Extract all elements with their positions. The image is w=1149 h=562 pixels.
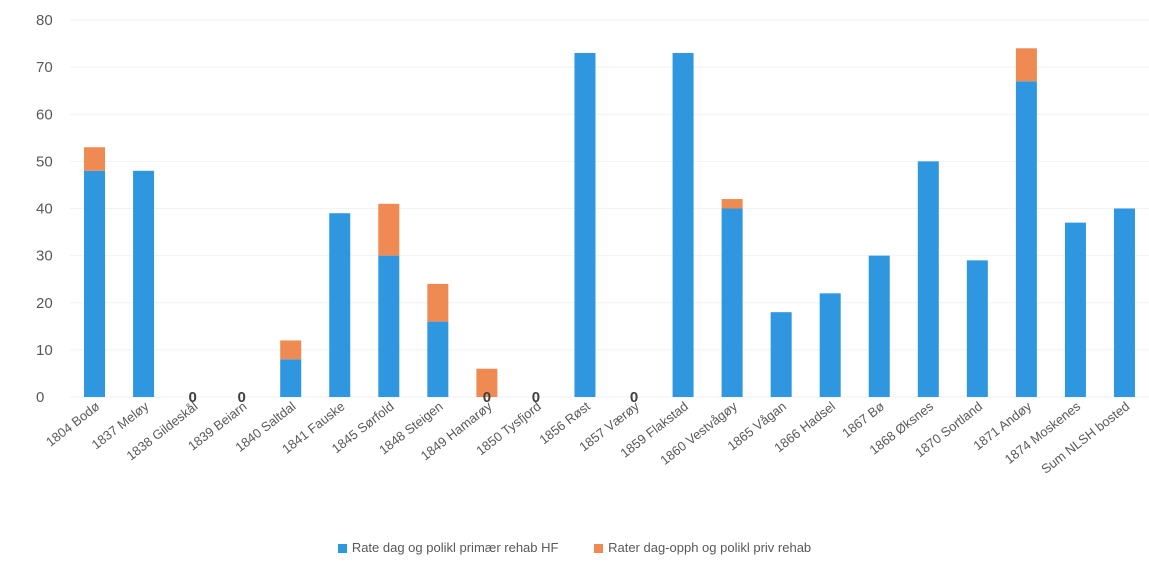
bar-primary-rehab: [672, 52, 694, 398]
zero-data-label: 0: [188, 389, 196, 406]
bar-private-rehab: [427, 283, 449, 322]
bar-primary-rehab: [868, 255, 890, 397]
bar-private-rehab: [84, 147, 106, 171]
bar-primary-rehab: [329, 213, 351, 397]
gridlines: [70, 19, 1149, 398]
legend-item-primary: Rate dag og polikl primær rehab HF: [337, 540, 559, 555]
bar-private-rehab: [1015, 48, 1037, 82]
legend-swatch-primary: [337, 544, 347, 554]
legend-swatch-private: [594, 544, 604, 554]
zero-data-label: 0: [630, 389, 638, 406]
y-tick-label: 0: [36, 389, 44, 406]
bar-primary-rehab: [280, 359, 302, 397]
zero-data-label: 0: [532, 389, 540, 406]
bar-primary-rehab: [427, 321, 449, 397]
bar-primary-rehab: [917, 161, 939, 397]
zero-labels: 0 0 0 0 0: [188, 389, 638, 406]
bar-primary-rehab: [1113, 208, 1135, 397]
zero-data-label: 0: [483, 389, 491, 406]
bar-primary-rehab: [770, 312, 792, 397]
y-tick-label: 20: [36, 295, 53, 312]
y-tick-label: 10: [36, 342, 53, 359]
legend-item-private: Rater dag-opph og polikl priv rehab: [594, 540, 811, 555]
bar-primary-rehab: [133, 170, 155, 397]
bar-primary-rehab: [378, 255, 400, 397]
bar-primary-rehab: [966, 260, 988, 397]
y-tick-label: 80: [36, 12, 53, 29]
y-tick-label: 30: [36, 248, 53, 265]
bars: [84, 48, 1135, 398]
bar-private-rehab: [378, 203, 400, 256]
y-tick-label: 40: [36, 201, 53, 218]
legend-label-private: Rater dag-opph og polikl priv rehab: [608, 540, 812, 555]
bar-private-rehab: [280, 340, 302, 360]
bar-private-rehab: [476, 368, 498, 397]
bar-primary-rehab: [574, 52, 596, 398]
y-tick-label: 60: [36, 106, 53, 123]
zero-data-label: 0: [237, 389, 245, 406]
y-tick-label: 70: [36, 59, 53, 76]
x-tick-label: Sum NLSH bosted: [1038, 399, 1132, 477]
y-axis-ticks: 0 10 20 30 40 50 60 70 80: [36, 12, 53, 406]
y-tick-label: 50: [36, 153, 53, 170]
legend: Rate dag og polikl primær rehab HF Rater…: [0, 540, 1149, 555]
legend-label-primary: Rate dag og polikl primær rehab HF: [351, 540, 559, 555]
bar-private-rehab: [721, 199, 743, 209]
bar-primary-rehab: [721, 208, 743, 397]
bar-primary-rehab: [1015, 81, 1037, 397]
bar-primary-rehab: [84, 170, 106, 397]
bar-primary-rehab: [1064, 222, 1086, 397]
bar-primary-rehab: [819, 293, 841, 397]
